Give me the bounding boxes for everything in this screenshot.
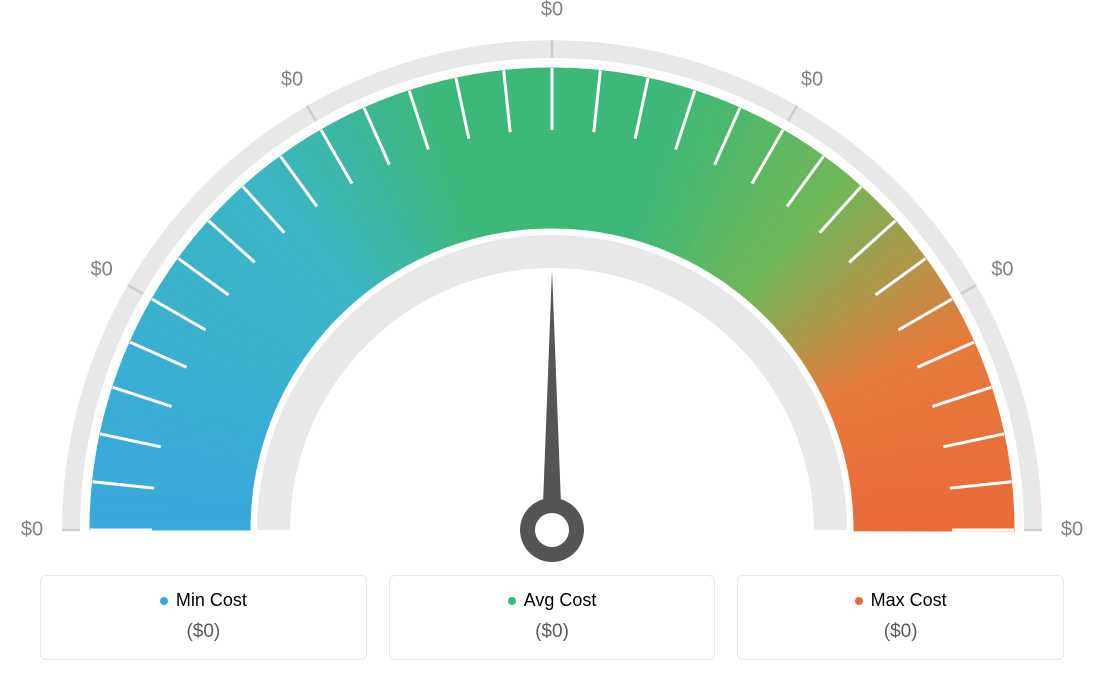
legend-title-min: Min Cost bbox=[160, 590, 247, 611]
gauge-tick-label: $0 bbox=[801, 68, 823, 91]
legend-dot-max bbox=[855, 597, 863, 605]
legend-card-min: Min Cost ($0) bbox=[40, 575, 367, 660]
gauge-chart: $0 $0 $0 $0 $0 $0 $0 bbox=[0, 0, 1104, 560]
gauge-tick-label: $0 bbox=[21, 519, 43, 542]
legend-card-avg: Avg Cost ($0) bbox=[389, 575, 716, 660]
gauge-tick-label: $0 bbox=[991, 259, 1013, 282]
gauge-tick-label: $0 bbox=[1061, 519, 1083, 542]
gauge-tick-label: $0 bbox=[541, 0, 563, 22]
legend-row: Min Cost ($0) Avg Cost ($0) Max Cost ($0… bbox=[0, 575, 1104, 690]
legend-label-min: Min Cost bbox=[176, 590, 247, 611]
legend-label-max: Max Cost bbox=[871, 590, 947, 611]
gauge-svg bbox=[0, 0, 1104, 570]
gauge-tick-label: $0 bbox=[91, 259, 113, 282]
legend-value-max: ($0) bbox=[756, 621, 1045, 643]
gauge-tick-label: $0 bbox=[281, 68, 303, 91]
legend-dot-min bbox=[160, 597, 168, 605]
legend-value-avg: ($0) bbox=[408, 621, 697, 643]
legend-title-max: Max Cost bbox=[855, 590, 947, 611]
legend-dot-avg bbox=[508, 597, 516, 605]
legend-label-avg: Avg Cost bbox=[524, 590, 597, 611]
legend-title-avg: Avg Cost bbox=[508, 590, 597, 611]
legend-value-min: ($0) bbox=[59, 621, 348, 643]
legend-card-max: Max Cost ($0) bbox=[737, 575, 1064, 660]
